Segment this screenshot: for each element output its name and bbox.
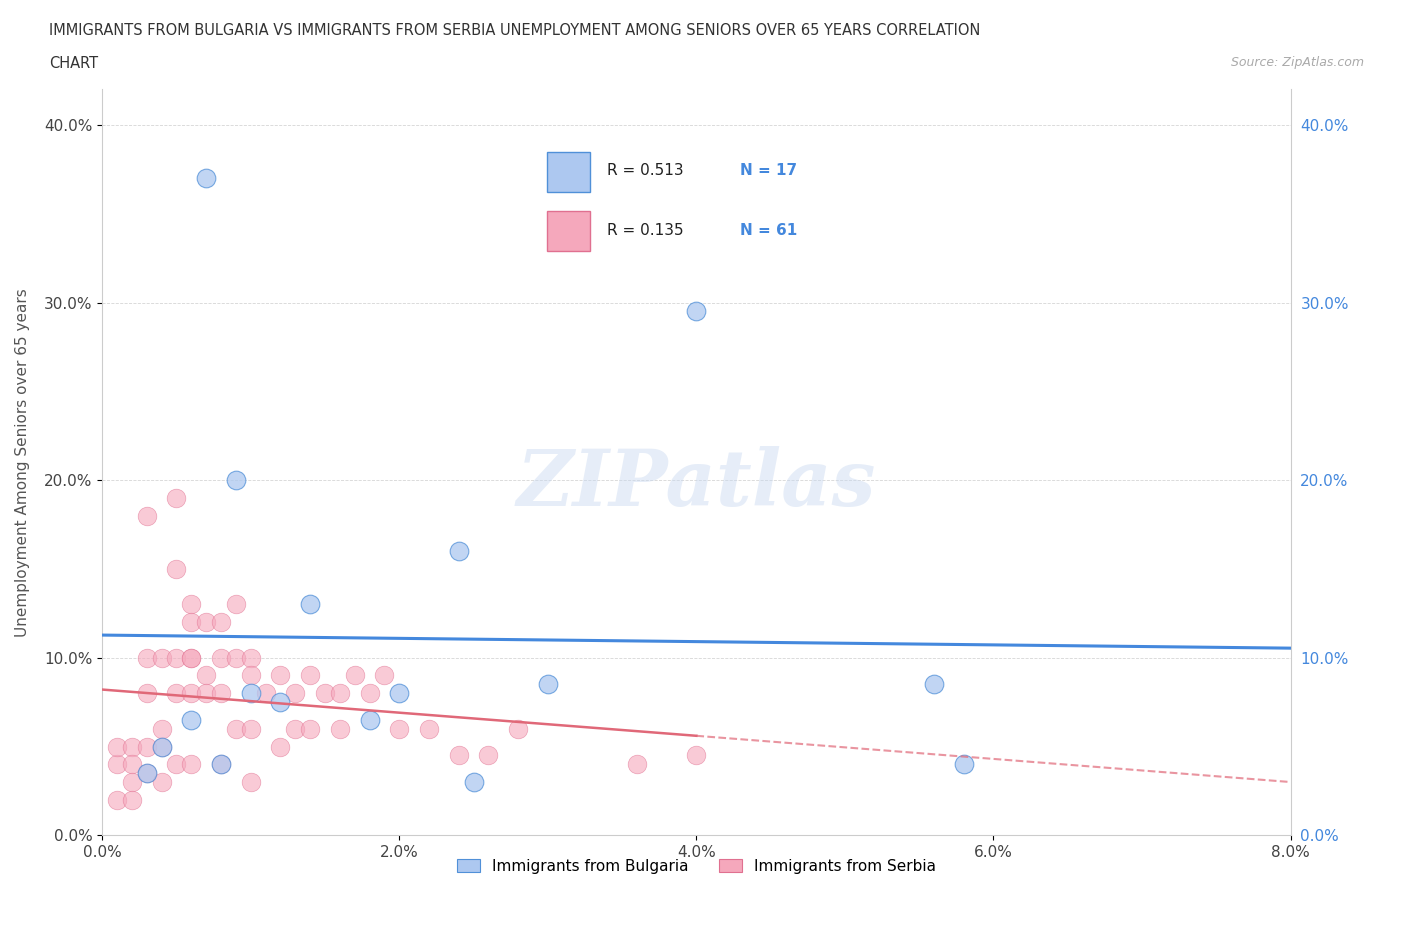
Point: [209, 685, 232, 700]
Point: [225, 472, 247, 487]
Point: [135, 739, 157, 754]
Point: [165, 562, 187, 577]
Point: [121, 792, 143, 807]
Point: [239, 775, 262, 790]
Point: [463, 775, 485, 790]
Point: [388, 685, 411, 700]
Point: [239, 685, 262, 700]
Point: [209, 757, 232, 772]
Point: [121, 757, 143, 772]
Point: [195, 685, 218, 700]
Point: [447, 748, 470, 763]
Text: Source: ZipAtlas.com: Source: ZipAtlas.com: [1230, 56, 1364, 69]
Point: [477, 748, 499, 763]
Point: [626, 757, 648, 772]
Point: [239, 650, 262, 665]
Text: IMMIGRANTS FROM BULGARIA VS IMMIGRANTS FROM SERBIA UNEMPLOYMENT AMONG SENIORS OV: IMMIGRANTS FROM BULGARIA VS IMMIGRANTS F…: [49, 23, 980, 38]
Point: [329, 722, 352, 737]
Point: [299, 597, 322, 612]
Point: [447, 544, 470, 559]
Point: [685, 748, 707, 763]
Point: [239, 668, 262, 683]
Point: [195, 171, 218, 186]
Point: [269, 695, 291, 710]
Point: [135, 765, 157, 780]
Point: [135, 765, 157, 780]
Point: [195, 615, 218, 630]
Point: [922, 677, 945, 692]
Point: [209, 757, 232, 772]
Point: [180, 685, 202, 700]
Point: [299, 668, 322, 683]
Point: [180, 615, 202, 630]
Text: CHART: CHART: [49, 56, 98, 71]
Point: [506, 722, 529, 737]
Point: [195, 668, 218, 683]
Point: [299, 722, 322, 737]
Y-axis label: Unemployment Among Seniors over 65 years: Unemployment Among Seniors over 65 years: [15, 288, 30, 637]
Point: [135, 508, 157, 523]
Point: [105, 739, 128, 754]
Point: [209, 615, 232, 630]
Point: [180, 650, 202, 665]
Point: [685, 304, 707, 319]
Point: [150, 650, 173, 665]
Point: [150, 739, 173, 754]
Point: [135, 685, 157, 700]
Point: [359, 685, 381, 700]
Point: [359, 712, 381, 727]
Point: [121, 775, 143, 790]
Point: [150, 722, 173, 737]
Point: [165, 757, 187, 772]
Point: [269, 739, 291, 754]
Point: [284, 722, 307, 737]
Point: [165, 650, 187, 665]
Point: [225, 597, 247, 612]
Point: [150, 739, 173, 754]
Point: [418, 722, 440, 737]
Text: ZIPatlas: ZIPatlas: [516, 446, 876, 523]
Point: [180, 712, 202, 727]
Point: [388, 722, 411, 737]
Point: [329, 685, 352, 700]
Point: [254, 685, 277, 700]
Point: [165, 685, 187, 700]
Point: [105, 792, 128, 807]
Point: [180, 597, 202, 612]
Point: [105, 757, 128, 772]
Point: [314, 685, 336, 700]
Point: [952, 757, 974, 772]
Point: [209, 650, 232, 665]
Point: [180, 650, 202, 665]
Point: [135, 650, 157, 665]
Point: [537, 677, 560, 692]
Point: [165, 490, 187, 505]
Point: [269, 668, 291, 683]
Legend: Immigrants from Bulgaria, Immigrants from Serbia: Immigrants from Bulgaria, Immigrants fro…: [450, 853, 942, 880]
Point: [239, 722, 262, 737]
Point: [373, 668, 395, 683]
Point: [180, 757, 202, 772]
Point: [284, 685, 307, 700]
Point: [150, 775, 173, 790]
Point: [225, 650, 247, 665]
Point: [343, 668, 366, 683]
Point: [225, 722, 247, 737]
Point: [121, 739, 143, 754]
